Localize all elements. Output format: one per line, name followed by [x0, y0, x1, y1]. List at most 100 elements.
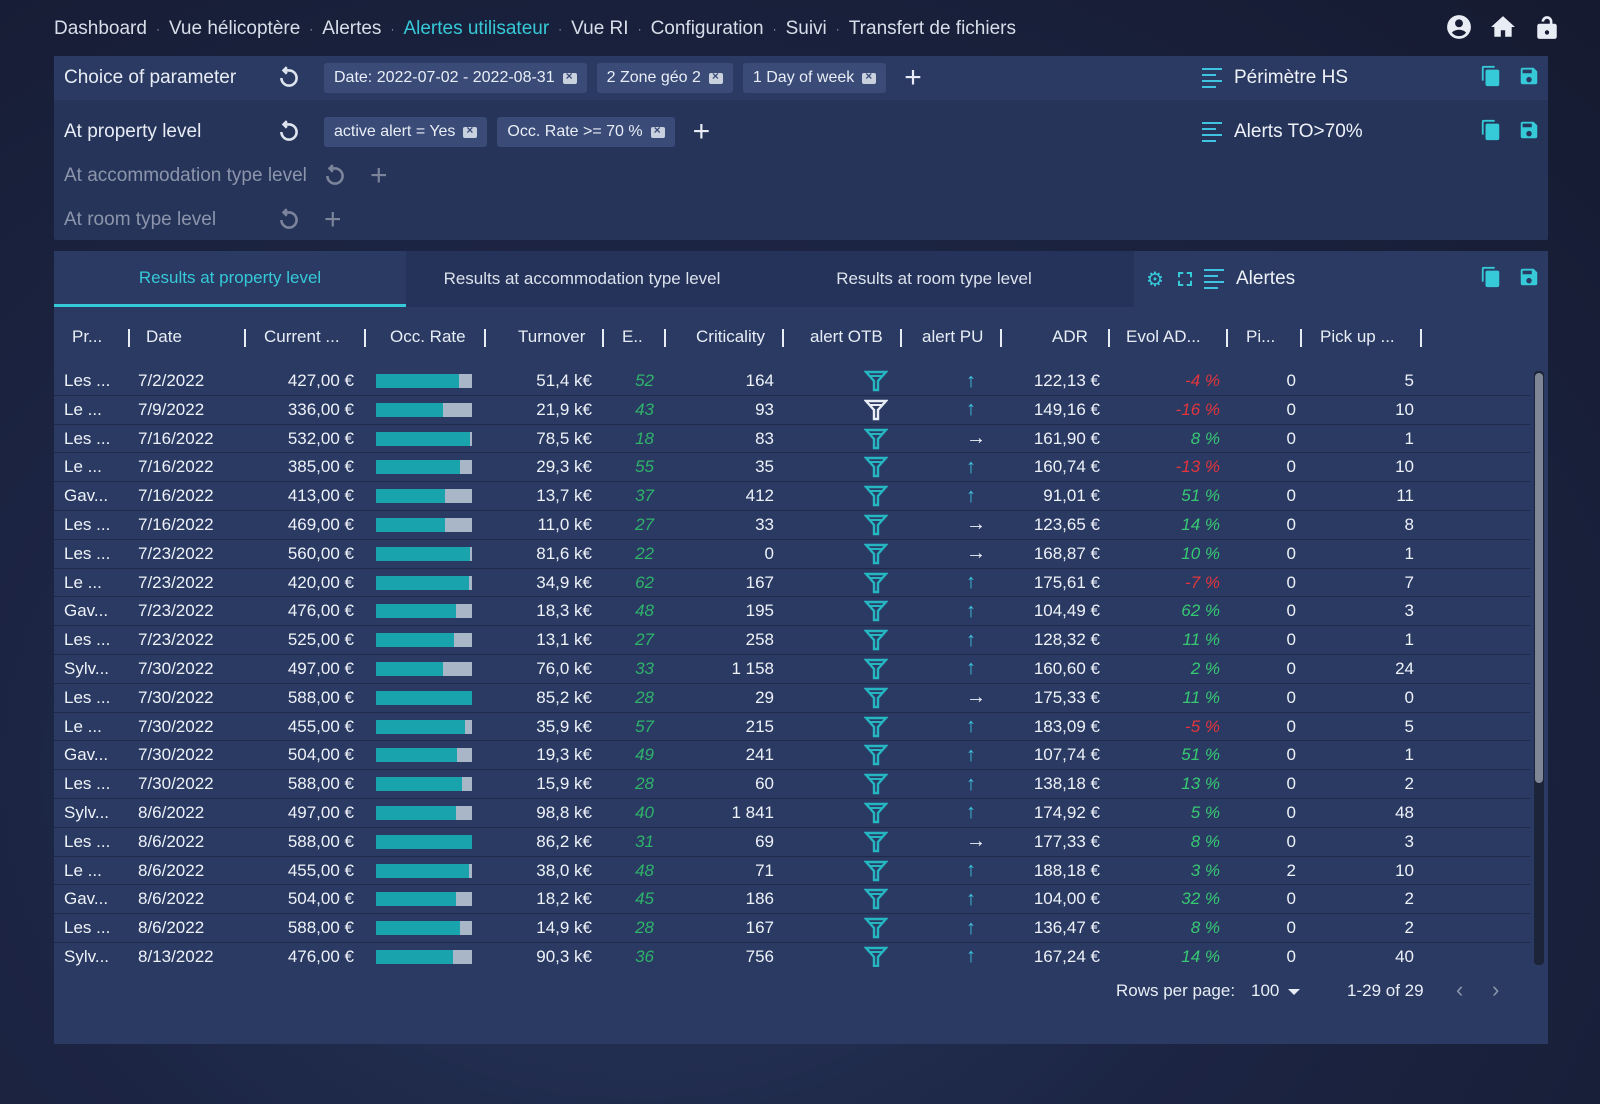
column-resize-handle[interactable] — [1108, 329, 1110, 347]
table-row[interactable]: Les ... 7/30/2022 588,00 € 85,2 k€ 28 29 → 175,… — [54, 684, 1530, 713]
fullscreen-icon[interactable] — [1178, 272, 1192, 286]
nav-link-2[interactable]: Alertes — [322, 18, 382, 39]
unlock-icon[interactable] — [1534, 14, 1560, 45]
arrow-up-icon[interactable]: ↑ — [966, 396, 990, 424]
copy-icon[interactable] — [1480, 65, 1502, 92]
alert-otb-icon[interactable] — [864, 857, 890, 885]
add-filter-button[interactable]: + — [904, 61, 922, 94]
column-header[interactable]: Criticality — [696, 327, 765, 346]
table-row[interactable]: Les ... 7/16/2022 469,00 € 11,0 k€ 27 33 → 123,… — [54, 511, 1530, 540]
copy-icon[interactable] — [1480, 266, 1502, 293]
alert-otb-icon[interactable] — [864, 799, 890, 827]
table-row[interactable]: Le ... 7/9/2022 336,00 € 21,9 k€ 43 93 ↑ 149,16… — [54, 396, 1530, 425]
column-resize-handle[interactable] — [244, 329, 246, 347]
alert-otb-icon[interactable] — [864, 396, 890, 424]
chevron-left-icon[interactable]: ‹ — [1456, 977, 1464, 1002]
table-row[interactable]: Le ... 7/23/2022 420,00 € 34,9 k€ 62 167 ↑ 175,… — [54, 569, 1530, 598]
arrow-up-icon[interactable]: ↑ — [966, 482, 990, 510]
preset-perimetre[interactable]: Périmètre HS — [1202, 67, 1348, 89]
tab-room-results[interactable]: Results at room type level — [836, 269, 1032, 288]
arrow-up-icon[interactable]: ↑ — [966, 885, 990, 913]
column-header[interactable]: alert OTB — [810, 327, 883, 346]
table-row[interactable]: Sylv... 8/13/2022 476,00 € 90,3 k€ 36 756 ↑ 167… — [54, 943, 1530, 967]
arrow-up-icon[interactable]: ↑ — [966, 741, 990, 769]
alert-otb-icon[interactable] — [864, 684, 890, 712]
table-row[interactable]: Gav... 8/6/2022 504,00 € 18,2 k€ 45 186 ↑ 104,0… — [54, 885, 1530, 915]
nav-link-0[interactable]: Dashboard — [54, 18, 147, 39]
arrow-up-icon[interactable]: ↑ — [966, 799, 990, 827]
column-resize-handle[interactable] — [900, 329, 902, 347]
table-row[interactable]: Les ... 7/23/2022 525,00 € 13,1 k€ 27 258 ↑ 128… — [54, 626, 1530, 655]
reset-icon[interactable] — [276, 65, 302, 91]
table-row[interactable]: Les ... 7/23/2022 560,00 € 81,6 k€ 22 0 → 168,8… — [54, 540, 1530, 569]
arrow-up-icon[interactable]: ↑ — [966, 770, 990, 798]
reset-icon[interactable] — [322, 163, 348, 189]
nav-link-7[interactable]: Transfert de fichiers — [848, 18, 1016, 39]
column-header[interactable]: alert PU — [922, 327, 984, 346]
column-resize-handle[interactable] — [602, 329, 604, 347]
gear-icon[interactable]: ⚙ — [1146, 268, 1164, 291]
alert-otb-icon[interactable] — [864, 453, 890, 481]
alert-otb-icon[interactable] — [864, 741, 890, 769]
reset-icon[interactable] — [276, 119, 302, 145]
column-header[interactable]: Date — [146, 327, 182, 346]
home-icon[interactable] — [1490, 14, 1516, 45]
arrow-right-icon[interactable]: → — [966, 828, 990, 856]
vertical-scrollbar[interactable] — [1534, 371, 1544, 965]
column-resize-handle[interactable] — [1226, 329, 1228, 347]
table-row[interactable]: Les ... 8/6/2022 588,00 € 14,9 k€ 28 167 ↑ 136,… — [54, 914, 1530, 943]
tab-accommodation-results[interactable]: Results at accommodation type level — [443, 269, 721, 288]
table-row[interactable]: Gav... 7/30/2022 504,00 € 19,3 k€ 49 241 ↑ 107,… — [54, 741, 1530, 771]
remove-chip-icon[interactable] — [862, 69, 877, 84]
arrow-up-icon[interactable]: ↑ — [966, 453, 990, 481]
alert-otb-icon[interactable] — [864, 540, 890, 568]
table-row[interactable]: Les ... 7/16/2022 532,00 € 78,5 k€ 18 83 → 161,… — [54, 425, 1530, 454]
table-row[interactable]: Gav... 7/16/2022 413,00 € 13,7 k€ 37 412 ↑ 91,0… — [54, 482, 1530, 511]
scroll-thumb[interactable] — [1535, 373, 1543, 783]
arrow-up-icon[interactable]: ↑ — [966, 655, 990, 683]
alert-otb-icon[interactable] — [864, 482, 890, 510]
remove-chip-icon[interactable] — [562, 69, 577, 84]
filter-chip[interactable]: Occ. Rate >= 70 % — [497, 117, 675, 147]
tab-property-results[interactable]: Results at property level — [54, 251, 406, 307]
alert-otb-icon[interactable] — [864, 655, 890, 683]
column-header[interactable]: Turnover — [518, 327, 586, 346]
column-resize-handle[interactable] — [1000, 329, 1002, 347]
alert-otb-icon[interactable] — [864, 770, 890, 798]
alert-otb-icon[interactable] — [864, 511, 890, 539]
column-header[interactable]: Pr... — [72, 327, 103, 346]
nav-link-5[interactable]: Configuration — [650, 18, 764, 39]
save-icon[interactable] — [1518, 65, 1540, 92]
alert-otb-icon[interactable] — [864, 597, 890, 625]
arrow-up-icon[interactable]: ↑ — [966, 857, 990, 885]
column-resize-handle[interactable] — [128, 329, 130, 347]
copy-icon[interactable] — [1480, 119, 1502, 146]
arrow-up-icon[interactable]: ↑ — [966, 626, 990, 654]
arrow-up-icon[interactable]: ↑ — [966, 569, 990, 597]
filter-chip[interactable]: Date: 2022-07-02 - 2022-08-31 — [324, 63, 587, 93]
filter-chip[interactable]: active alert = Yes — [324, 117, 488, 147]
column-header[interactable]: Pi... — [1246, 327, 1276, 346]
column-header[interactable]: Pick up ... — [1320, 327, 1395, 346]
remove-chip-icon[interactable] — [708, 69, 723, 84]
table-row[interactable]: Le ... 7/16/2022 385,00 € 29,3 k€ 55 35 ↑ 160,7… — [54, 453, 1530, 483]
nav-link-3[interactable]: Alertes utilisateur — [403, 18, 550, 39]
column-resize-handle[interactable] — [364, 329, 366, 347]
remove-chip-icon[interactable] — [650, 123, 665, 138]
arrow-right-icon[interactable]: → — [966, 684, 990, 712]
nav-link-1[interactable]: Vue hélicoptère — [168, 18, 301, 39]
rows-per-page-select[interactable]: 100 — [1251, 981, 1280, 1000]
table-row[interactable]: Les ... 7/30/2022 588,00 € 15,9 k€ 28 60 ↑ 138,… — [54, 770, 1530, 799]
add-filter-button[interactable]: + — [370, 159, 388, 192]
column-resize-handle[interactable] — [782, 329, 784, 347]
arrow-up-icon[interactable]: ↑ — [966, 597, 990, 625]
preset-alerts-to[interactable]: Alerts TO>70% — [1202, 121, 1363, 143]
column-header[interactable]: E.. — [622, 327, 643, 346]
preset-alertes[interactable]: Alertes — [1204, 268, 1295, 290]
alert-otb-icon[interactable] — [864, 367, 890, 395]
arrow-right-icon[interactable]: → — [966, 511, 990, 539]
arrow-up-icon[interactable]: ↑ — [966, 367, 990, 395]
column-header[interactable]: Occ. Rate — [390, 327, 466, 346]
chevron-right-icon[interactable]: › — [1492, 977, 1500, 1002]
nav-link-4[interactable]: Vue RI — [571, 18, 629, 39]
